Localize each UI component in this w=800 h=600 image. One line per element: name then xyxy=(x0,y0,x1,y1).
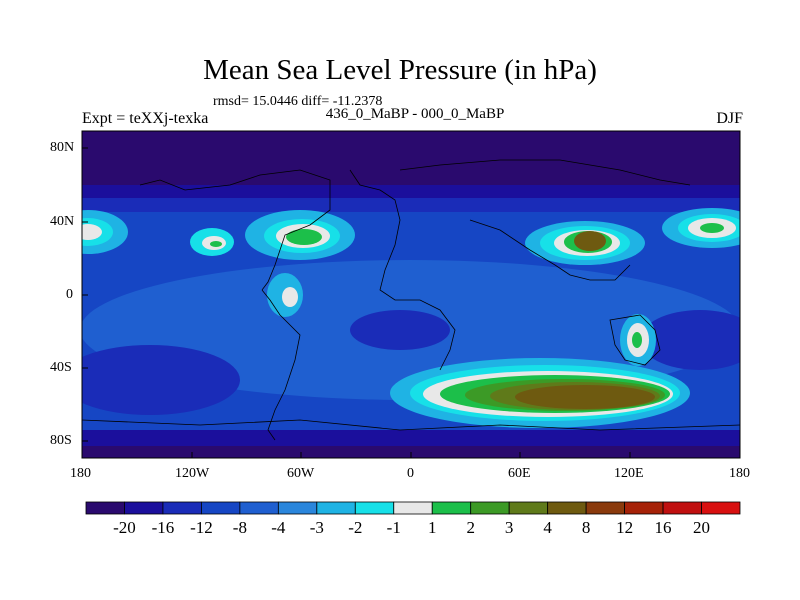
colorbar-label: 4 xyxy=(543,518,552,537)
experiment-label: Expt = teXXj-texka xyxy=(82,110,209,127)
colorbar-label: 2 xyxy=(466,518,475,537)
season-label: DJF xyxy=(716,110,743,127)
colorbar-label: -4 xyxy=(271,518,286,537)
colorbar-label: 12 xyxy=(616,518,634,537)
colorbar-swatch xyxy=(508,501,549,515)
colorbar-swatch xyxy=(277,501,318,515)
y-tick-label: 40S xyxy=(50,360,72,375)
colorbar-swatch xyxy=(85,501,125,515)
x-tick-label: 60W xyxy=(287,466,315,481)
colorbar-swatch xyxy=(470,501,510,515)
subtitle: 436_0_MaBP - 000_0_MaBP xyxy=(325,106,505,122)
colorbar-swatch xyxy=(393,501,433,515)
colorbar-swatch xyxy=(316,501,356,515)
colorbar-label: 16 xyxy=(654,518,672,537)
colorbar-swatch xyxy=(585,501,625,515)
axis-ticks xyxy=(81,147,741,458)
colorbar-label: 1 xyxy=(427,518,437,537)
colorbar-swatch xyxy=(354,501,395,515)
colorbar-swatch xyxy=(162,501,202,515)
x-tick-label: 180 xyxy=(70,466,91,481)
colorbar-label: 8 xyxy=(581,518,591,537)
y-tick-label: 40N xyxy=(50,214,75,229)
x-tick-label: 0 xyxy=(407,466,414,481)
colorbar-swatch xyxy=(624,501,664,515)
colorbar-swatch xyxy=(431,501,472,515)
colorbar-label: 20 xyxy=(693,518,711,537)
y-tick-label: 80S xyxy=(50,433,72,448)
y-tick-label: 80N xyxy=(50,140,75,155)
colorbar-swatch xyxy=(201,501,241,515)
x-tick-label: 120E xyxy=(614,466,644,481)
colorbar-swatch xyxy=(662,501,702,515)
colorbar-label: -16 xyxy=(151,518,175,537)
contour-field xyxy=(82,131,740,458)
colorbar-label: -20 xyxy=(113,518,136,537)
colorbar-swatch xyxy=(239,501,279,515)
map-title: Mean Sea Level Pressure (in hPa) xyxy=(203,54,597,86)
colorbar-label: -8 xyxy=(232,518,247,537)
stats-line: rmsd= 15.0446 diff= -11.2378 xyxy=(213,94,383,109)
colorbar-label: -2 xyxy=(348,518,363,537)
colorbar-label: -12 xyxy=(190,518,213,537)
colorbar-swatch xyxy=(547,501,587,515)
colorbar-swatch xyxy=(701,501,741,515)
x-tick-label: 120W xyxy=(175,466,210,481)
coastlines xyxy=(82,159,740,441)
colorbar xyxy=(85,501,741,515)
colorbar-label: -1 xyxy=(386,518,401,537)
y-tick-label: 0 xyxy=(66,287,73,302)
x-tick-label: 180 xyxy=(729,466,750,481)
colorbar-swatch xyxy=(124,501,164,515)
x-tick-label: 60E xyxy=(508,466,531,481)
colorbar-label: 3 xyxy=(504,518,514,537)
colorbar-label: -3 xyxy=(309,518,324,537)
